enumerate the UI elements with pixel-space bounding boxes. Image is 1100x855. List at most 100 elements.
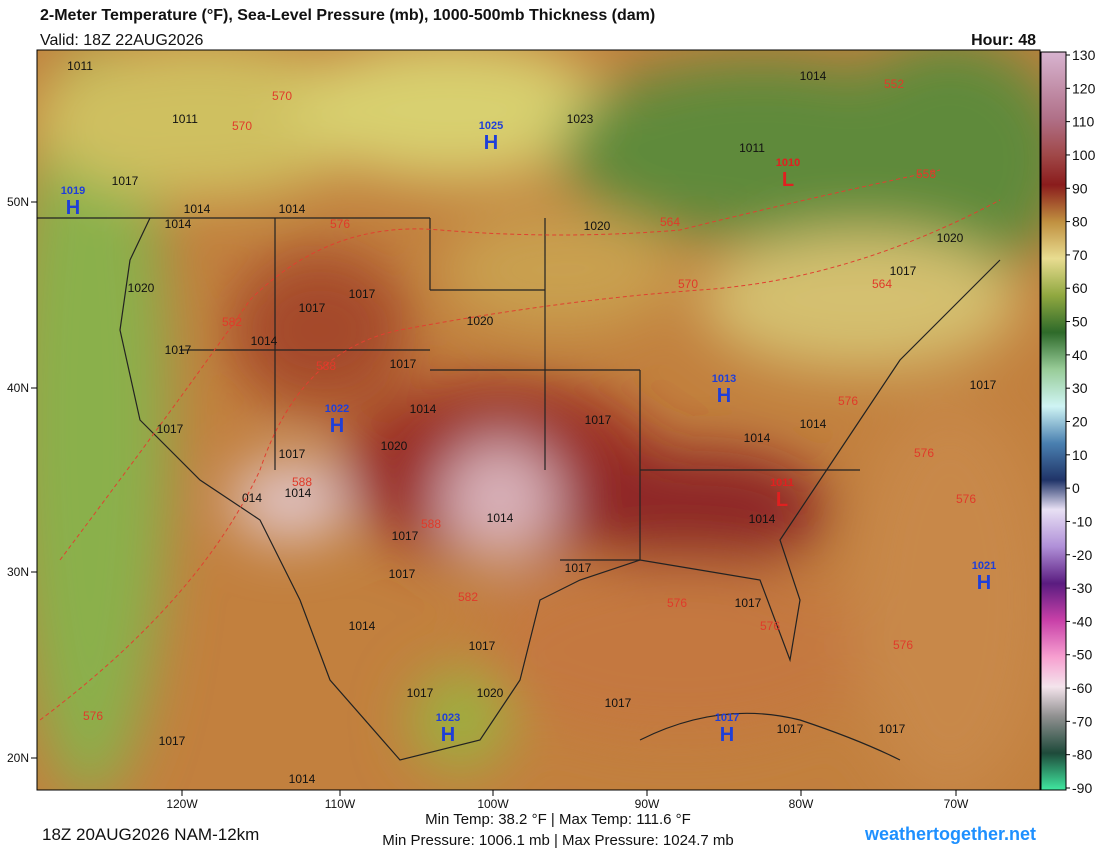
pressure-center-type: L (776, 489, 788, 511)
thickness-label: 588 (292, 475, 312, 489)
pressure-center-value: 1019 (61, 185, 85, 197)
lat-label: 20N (7, 751, 29, 765)
colorbar-tick-label: -80 (1072, 747, 1092, 763)
isobar-label: 1017 (112, 174, 139, 188)
isobar-label: 1017 (735, 596, 762, 610)
isobar-label: 1020 (937, 231, 964, 245)
isobar-label: 1014 (487, 511, 514, 525)
thickness-label: 564 (660, 215, 680, 229)
thickness-label: 558 (916, 167, 936, 181)
isobar-label: 1014 (279, 202, 306, 216)
isobar-label: 1014 (800, 69, 827, 83)
thickness-label: 576 (893, 638, 913, 652)
colorbar-tick-label: 60 (1072, 280, 1088, 296)
map-field (37, 50, 1040, 790)
colorbar-tick-label: -70 (1072, 713, 1092, 729)
lon-label: 110W (325, 797, 356, 811)
thickness-label: 582 (222, 315, 242, 329)
pressure-center-value: 1013 (712, 373, 736, 385)
isobar-label: 1017 (407, 686, 434, 700)
colorbar-tick-label: 130 (1072, 47, 1096, 63)
isobar-label: 1017 (777, 722, 804, 736)
model-run: 18Z 20AUG2026 NAM-12km (42, 825, 259, 844)
isobar-label: 1014 (285, 486, 312, 500)
isobar-label: 1020 (477, 686, 504, 700)
lon-label: 80W (789, 797, 814, 811)
thickness-label: 576 (667, 596, 687, 610)
pressure-center-type: H (484, 132, 498, 154)
isobar-label: 1017 (299, 301, 326, 315)
isobar-label: 1020 (584, 219, 611, 233)
pressure-center-type: H (977, 572, 991, 594)
pressure-center-type: H (717, 385, 731, 407)
colorbar-tick-label: 40 (1072, 347, 1088, 363)
site-credit: weathertogether.net (864, 824, 1036, 844)
isobar-label: 1011 (67, 59, 93, 73)
thickness-label: 570 (272, 89, 292, 103)
pressure-center-value: 1025 (479, 120, 503, 132)
isobar-label: 1017 (585, 413, 612, 427)
isobar-label: 1014 (165, 217, 192, 231)
isobar-label: 1014 (749, 512, 776, 526)
pressure-center-type: H (441, 724, 455, 746)
colorbar-tick-label: 80 (1072, 214, 1088, 230)
thickness-label: 576 (914, 446, 934, 460)
isobar-label: 1017 (970, 378, 997, 392)
thickness-label: 576 (83, 709, 103, 723)
colorbar-tick-label: 90 (1072, 180, 1088, 196)
pressure-center-value: 1021 (972, 560, 996, 572)
isobar-label: 1023 (567, 112, 594, 126)
isobar-label: 1017 (392, 529, 419, 543)
pressure-center-value: 1010 (776, 157, 800, 169)
colorbar-tick-label: -10 (1072, 513, 1092, 529)
thickness-label: 588 (316, 359, 336, 373)
pressure-center-value: 1023 (436, 712, 460, 724)
thickness-label: 582 (458, 590, 478, 604)
colorbar-tick-label: 70 (1072, 247, 1088, 263)
thickness-label: 570 (678, 277, 698, 291)
lon-label: 100W (477, 797, 509, 811)
isobar-label: 1017 (890, 264, 917, 278)
isobar-label: 1017 (565, 561, 592, 575)
isobar-label: 1020 (381, 439, 408, 453)
map-frame (36, 49, 1041, 791)
isobar-label: 1017 (469, 639, 496, 653)
colorbar-tick-label: 120 (1072, 80, 1096, 96)
colorbar-tick-label: -20 (1072, 547, 1092, 563)
isobar-label: 1017 (879, 722, 906, 736)
colorbar (1040, 51, 1067, 791)
isobar-label: 1017 (605, 696, 632, 710)
isobar-label: 1020 (128, 281, 155, 295)
isobar-label: 1011 (739, 141, 765, 155)
colorbar-tick-label: -60 (1072, 680, 1092, 696)
isobar-label: 1014 (251, 334, 278, 348)
colorbar-tick-label: 10 (1072, 447, 1088, 463)
colorbar-tick-label: 110 (1072, 114, 1095, 130)
isobar-label: 1011 (172, 112, 198, 126)
pressure-center-value: 1011 (770, 477, 794, 489)
colorbar-tick-label: -50 (1072, 647, 1092, 663)
isobar-label: 1017 (165, 343, 192, 357)
isobar-label: 1014 (800, 417, 827, 431)
colorbar-tick-label: -40 (1072, 613, 1092, 629)
temp-range: Min Temp: 38.2 °F | Max Temp: 111.6 °F (425, 811, 691, 828)
isobar-label: 1017 (390, 357, 417, 371)
lon-label: 120W (166, 797, 198, 811)
pressure-range: Min Pressure: 1006.1 mb | Max Pressure: … (382, 832, 734, 849)
thickness-label: 576 (330, 217, 350, 231)
pressure-center-type: H (66, 197, 80, 219)
title: 2-Meter Temperature (°F), Sea-Level Pres… (40, 7, 655, 24)
pressure-center-type: H (720, 724, 734, 746)
colorbar-tick-label: -90 (1072, 780, 1092, 796)
valid-time: Valid: 18Z 22AUG2026 (40, 32, 203, 49)
isobar-label: 1014 (349, 619, 376, 633)
isobar-label: 1017 (159, 734, 186, 748)
thickness-label: 576 (838, 394, 858, 408)
isobar-label: 1017 (157, 422, 184, 436)
thickness-label: 588 (421, 517, 441, 531)
isobar-label: 1020 (467, 314, 494, 328)
lat-label: 50N (7, 195, 29, 209)
colorbar-tick-label: 100 (1072, 147, 1096, 163)
colorbar-tick-label: -30 (1072, 580, 1092, 596)
thickness-label: 552 (884, 77, 904, 91)
